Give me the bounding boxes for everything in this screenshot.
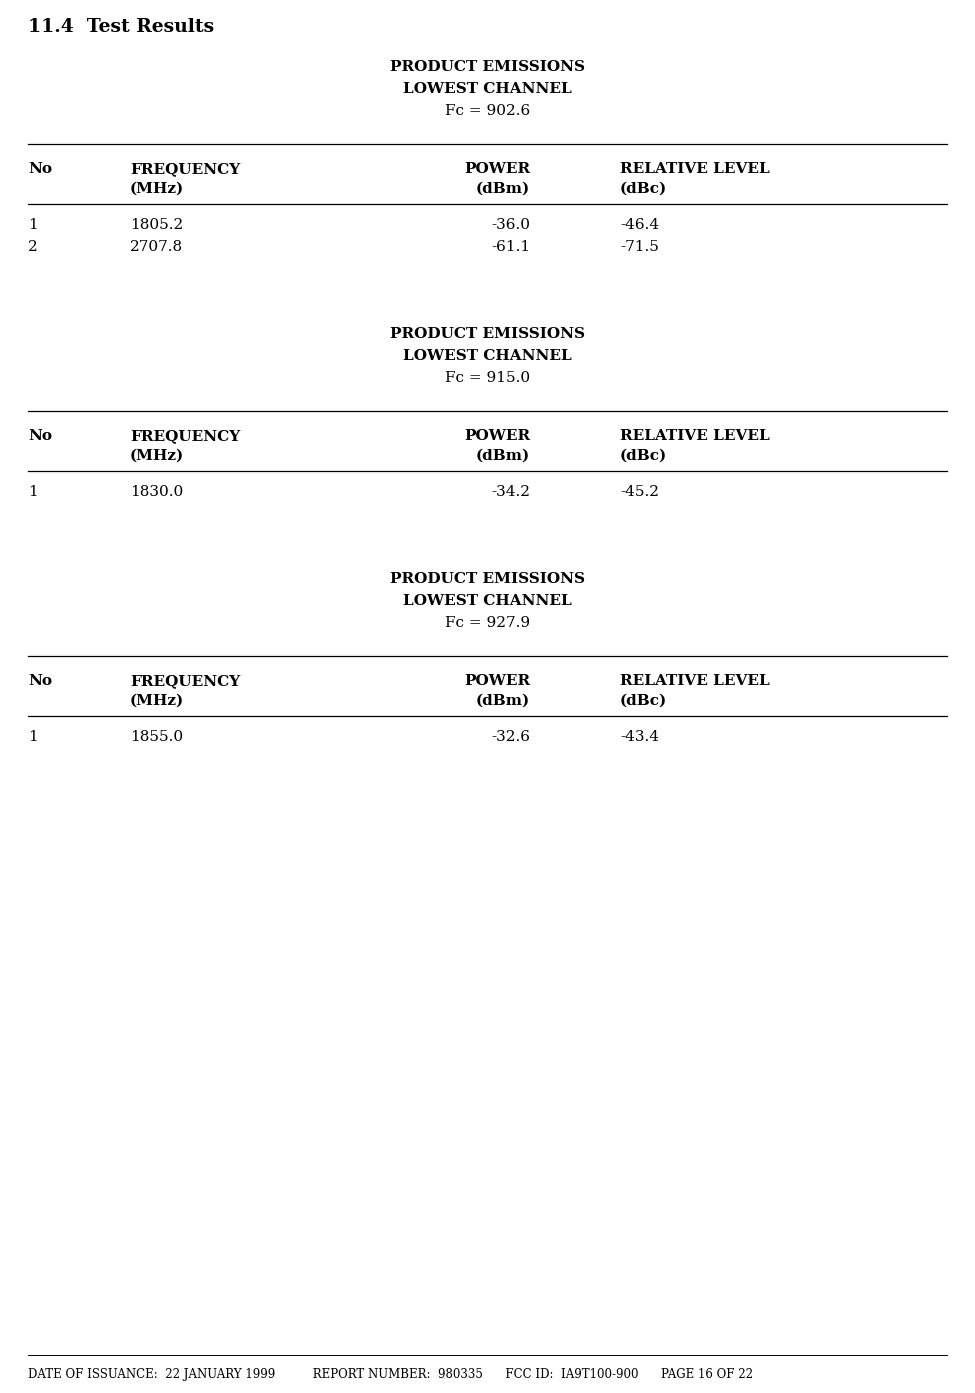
Text: -43.4: -43.4 <box>620 730 659 744</box>
Text: -36.0: -36.0 <box>491 217 530 233</box>
Text: (MHz): (MHz) <box>130 449 184 462</box>
Text: -46.4: -46.4 <box>620 217 659 233</box>
Text: POWER: POWER <box>464 429 530 443</box>
Text: No: No <box>28 429 52 443</box>
Text: 1855.0: 1855.0 <box>130 730 183 744</box>
Text: -45.2: -45.2 <box>620 485 659 499</box>
Text: 1830.0: 1830.0 <box>130 485 183 499</box>
Text: FREQUENCY: FREQUENCY <box>130 674 240 688</box>
Text: (dBc): (dBc) <box>620 182 667 196</box>
Text: DATE OF ISSUANCE:  22 JANUARY 1999          REPORT NUMBER:  980335      FCC ID: : DATE OF ISSUANCE: 22 JANUARY 1999 REPORT… <box>28 1368 753 1380</box>
Text: PRODUCT EMISSIONS: PRODUCT EMISSIONS <box>390 573 585 586</box>
Text: No: No <box>28 162 52 176</box>
Text: LOWEST CHANNEL: LOWEST CHANNEL <box>403 593 572 607</box>
Text: -61.1: -61.1 <box>490 240 530 254</box>
Text: 2707.8: 2707.8 <box>130 240 183 254</box>
Text: Fc = 902.6: Fc = 902.6 <box>445 104 530 118</box>
Text: (MHz): (MHz) <box>130 694 184 708</box>
Text: (dBm): (dBm) <box>476 449 530 462</box>
Text: FREQUENCY: FREQUENCY <box>130 429 240 443</box>
Text: 11.4  Test Results: 11.4 Test Results <box>28 18 214 36</box>
Text: RELATIVE LEVEL: RELATIVE LEVEL <box>620 429 769 443</box>
Text: 1805.2: 1805.2 <box>130 217 183 233</box>
Text: Fc = 927.9: Fc = 927.9 <box>445 616 530 630</box>
Text: RELATIVE LEVEL: RELATIVE LEVEL <box>620 674 769 688</box>
Text: 1: 1 <box>28 485 38 499</box>
Text: No: No <box>28 674 52 688</box>
Text: POWER: POWER <box>464 162 530 176</box>
Text: 2: 2 <box>28 240 38 254</box>
Text: PRODUCT EMISSIONS: PRODUCT EMISSIONS <box>390 327 585 341</box>
Text: (dBc): (dBc) <box>620 449 667 462</box>
Text: (MHz): (MHz) <box>130 182 184 196</box>
Text: (dBm): (dBm) <box>476 182 530 196</box>
Text: POWER: POWER <box>464 674 530 688</box>
Text: 1: 1 <box>28 217 38 233</box>
Text: -34.2: -34.2 <box>491 485 530 499</box>
Text: LOWEST CHANNEL: LOWEST CHANNEL <box>403 350 572 364</box>
Text: PRODUCT EMISSIONS: PRODUCT EMISSIONS <box>390 60 585 74</box>
Text: Fc = 915.0: Fc = 915.0 <box>445 371 530 384</box>
Text: LOWEST CHANNEL: LOWEST CHANNEL <box>403 82 572 96</box>
Text: RELATIVE LEVEL: RELATIVE LEVEL <box>620 162 769 176</box>
Text: 1: 1 <box>28 730 38 744</box>
Text: -71.5: -71.5 <box>620 240 659 254</box>
Text: FREQUENCY: FREQUENCY <box>130 162 240 176</box>
Text: (dBc): (dBc) <box>620 694 667 708</box>
Text: (dBm): (dBm) <box>476 694 530 708</box>
Text: -32.6: -32.6 <box>491 730 530 744</box>
